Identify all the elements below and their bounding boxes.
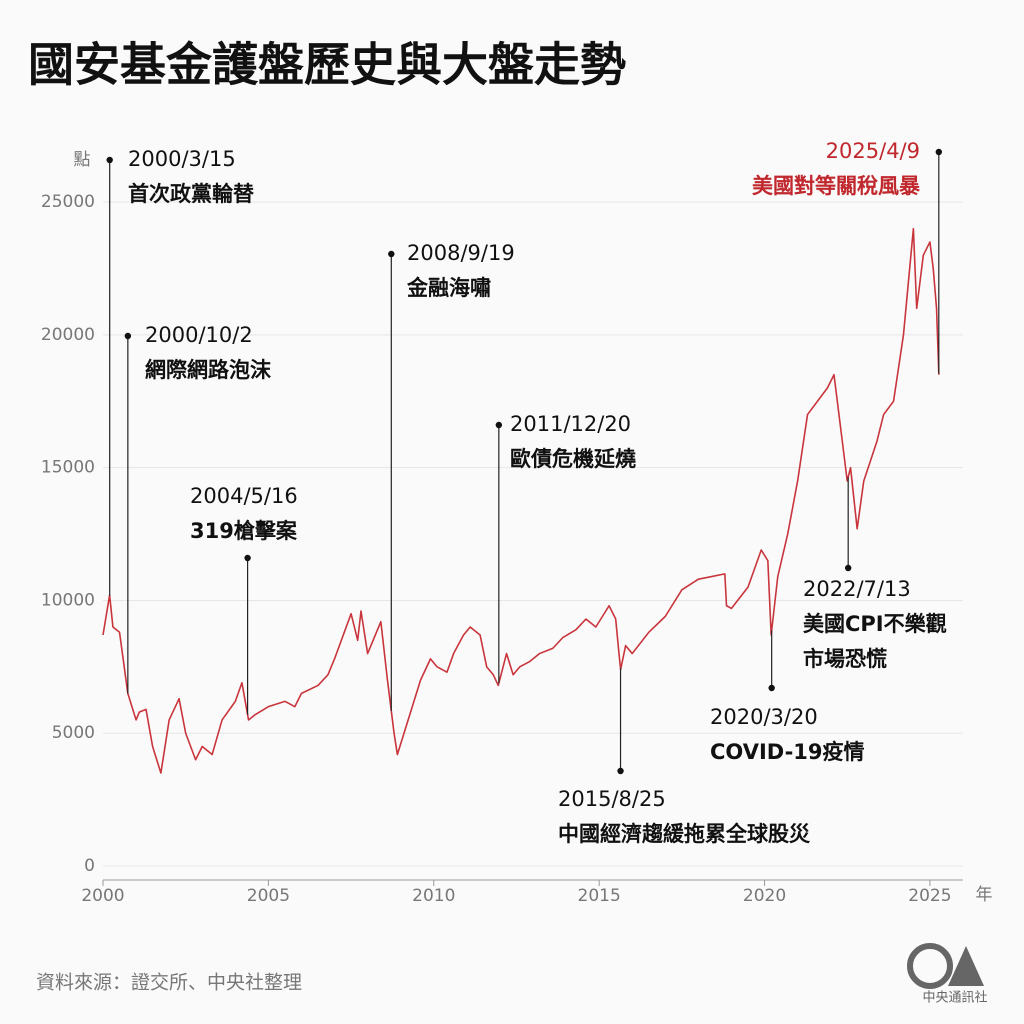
y-tick-label: 0 [84, 856, 95, 876]
annotation-date: 2011/12/20 [510, 412, 631, 436]
annotation-date: 2000/10/2 [145, 323, 253, 347]
logo-mark [948, 946, 984, 986]
x-tick-label: 2005 [247, 886, 290, 906]
annotation-date: 2022/7/13 [803, 577, 911, 601]
y-tick-label: 10000 [41, 590, 95, 610]
annotation-text: 首次政黨輪替 [128, 182, 254, 206]
annotation-date: 2008/9/19 [407, 241, 515, 265]
y-tick-label: 20000 [41, 325, 95, 345]
y-tick-label: 5000 [52, 723, 95, 743]
annotation-dot [106, 156, 113, 164]
logo: 中央通訊社 [907, 943, 988, 1006]
annotation-dot [768, 684, 775, 692]
x-axis-label: 年 [976, 885, 993, 905]
annotation-dot [844, 564, 852, 572]
annotation-text: 美國CPI不樂觀 [803, 612, 947, 636]
y-tick-label: 25000 [41, 192, 95, 212]
x-tick-label: 2010 [412, 886, 455, 906]
annotation-dot [388, 250, 395, 258]
x-tick-label: 2025 [908, 886, 951, 906]
annotation-text: COVID-19疫情 [710, 740, 865, 764]
logo-mark [907, 943, 953, 989]
annotation-dot [495, 421, 503, 429]
annotation-date: 2004/5/16 [190, 484, 298, 508]
annotation-text: 金融海嘯 [406, 276, 491, 300]
annotation-text: 319槍擊案 [190, 519, 298, 543]
x-tick-label: 2015 [578, 886, 621, 906]
annotation-dot [935, 148, 943, 156]
annotation-date: 2025/4/9 [826, 139, 920, 163]
chart-title: 國安基金護盤歷史與大盤走勢 [28, 38, 626, 92]
annotation-date: 2015/8/25 [558, 787, 666, 811]
annotation-text: 市場恐慌 [803, 647, 887, 671]
x-tick-label: 2000 [81, 886, 124, 906]
x-tick-label: 2020 [743, 886, 786, 906]
source: 資料來源：證交所、中央社整理 [36, 972, 302, 994]
annotation-date: 2020/3/20 [710, 705, 818, 729]
annotation-text: 歐債危機延燒 [510, 447, 636, 471]
annotation-text: 網際網路泡沫 [145, 358, 272, 382]
annotation-dot [617, 767, 624, 775]
y-axis-label: 點 [74, 150, 91, 170]
annotation-dot [244, 554, 251, 562]
annotation-dot [124, 332, 132, 340]
price-line [102, 227, 940, 774]
logo-text: 中央通訊社 [922, 990, 987, 1006]
annotation-date: 2000/3/15 [128, 147, 236, 171]
annotation-text: 中國經濟趨緩拖累全球股災 [558, 822, 811, 846]
annotation-text: 美國對等關稅風暴 [752, 174, 921, 198]
y-tick-label: 15000 [41, 458, 95, 478]
